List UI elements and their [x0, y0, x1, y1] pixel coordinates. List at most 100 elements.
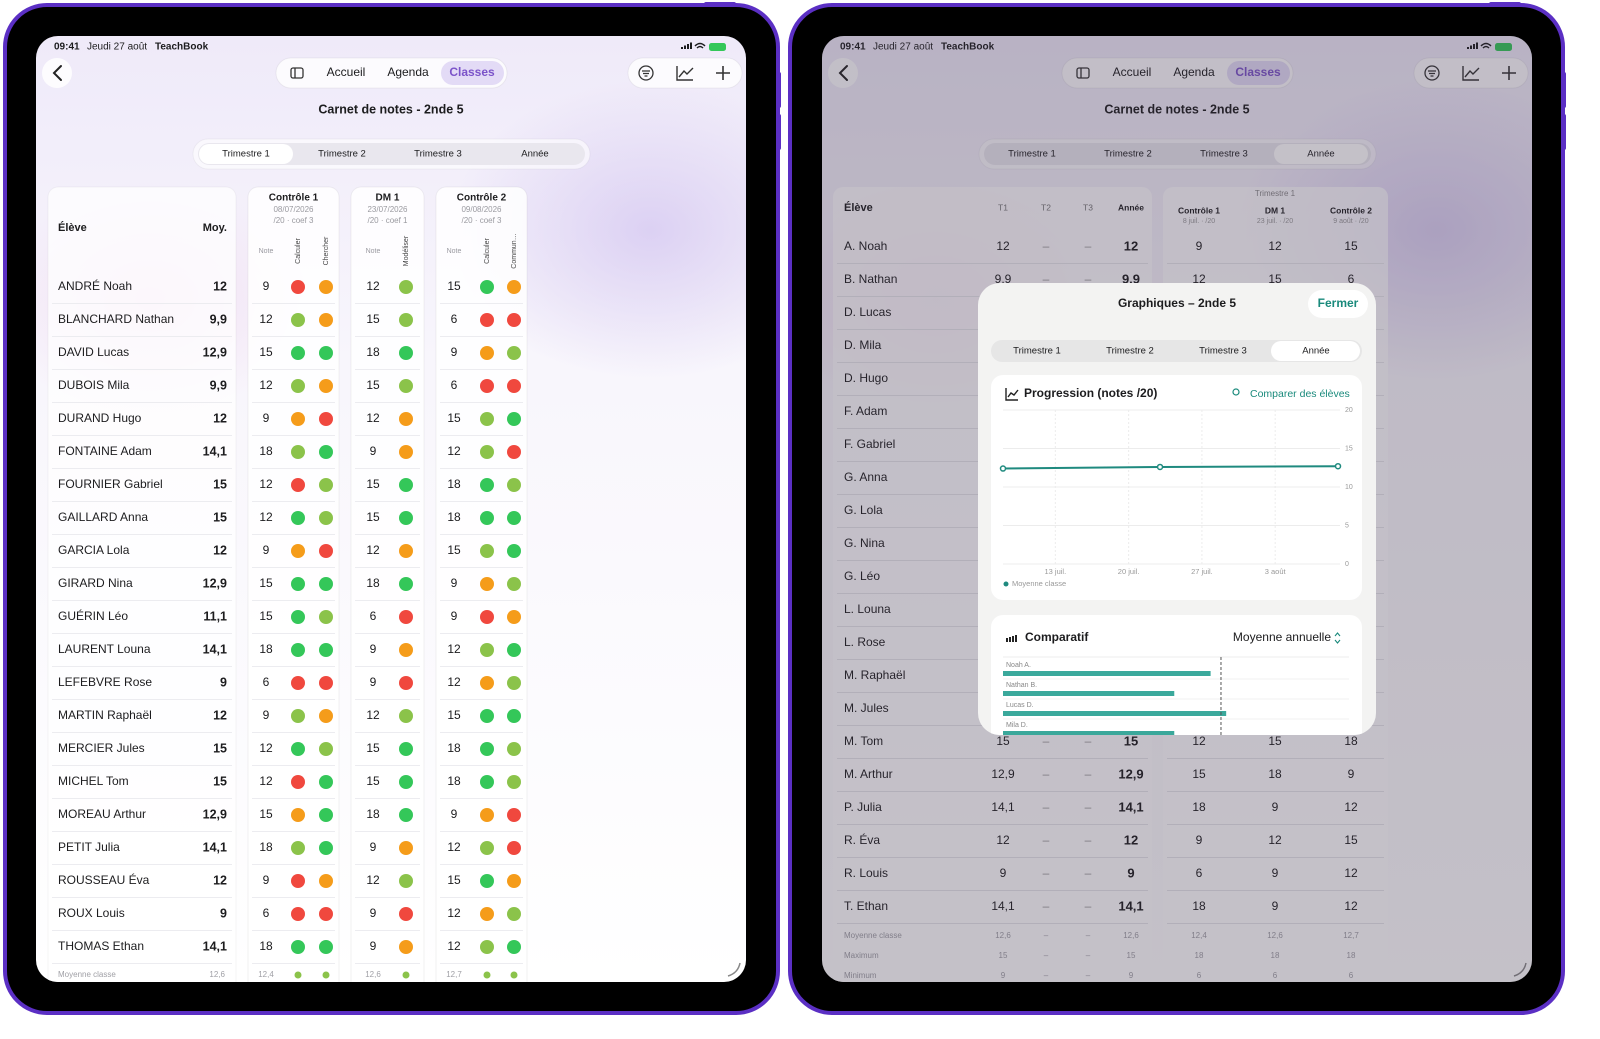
skill-level: [507, 643, 521, 657]
note: 12: [259, 741, 273, 755]
student-name: G. Anna: [844, 470, 888, 484]
charts-button[interactable]: [1462, 66, 1480, 81]
skill-level: [291, 643, 305, 657]
period-tab[interactable]: Année: [1302, 346, 1329, 357]
note: 6: [263, 906, 270, 920]
student-average: 12,9: [203, 807, 227, 821]
nav-item[interactable]: Accueil: [327, 65, 366, 79]
skill-level: [399, 874, 413, 888]
footer-dot: [510, 971, 518, 979]
grade-cell: –: [1043, 866, 1050, 880]
skill-level: [480, 808, 494, 822]
period-tab[interactable]: Trimestre 2: [318, 149, 366, 160]
skill-level: [399, 511, 413, 525]
assessment-name: Contrôle 2: [457, 193, 507, 204]
period-tab[interactable]: Trimestre 1: [1013, 346, 1061, 357]
footer-name: Maximum: [844, 951, 879, 960]
chart-icon: [1009, 637, 1011, 642]
add-button[interactable]: [1502, 66, 1516, 80]
filter-button[interactable]: [638, 65, 654, 81]
note: 12: [366, 873, 380, 887]
skill-level: [319, 445, 333, 459]
note: 18: [259, 939, 273, 953]
assessment-info: /20 · coef 1: [367, 216, 408, 225]
nav-item[interactable]: Classes: [1235, 65, 1281, 79]
student-average: 12: [213, 708, 227, 722]
status-app: TeachBook: [941, 42, 995, 53]
assessment-info: /20 · coef 3: [273, 216, 314, 225]
footer-cell: –: [1044, 971, 1049, 980]
chart-icon: [1005, 388, 1019, 401]
period-selected: [1271, 341, 1360, 361]
grade-cell: –: [1085, 272, 1092, 286]
grade-cell: 9: [1348, 767, 1355, 781]
period-tab[interactable]: Trimestre 1: [1008, 149, 1056, 160]
metric-selector[interactable]: Moyenne annuelle: [1233, 630, 1331, 644]
add-button[interactable]: [716, 66, 730, 80]
student-average: 12: [213, 873, 227, 887]
back-button[interactable]: [828, 58, 858, 88]
grade-cell: –: [1043, 833, 1050, 847]
note: 15: [259, 807, 273, 821]
sidebar-button[interactable]: [1076, 67, 1090, 79]
charts-button[interactable]: [676, 66, 694, 81]
skill-level: [507, 313, 521, 327]
period-tab[interactable]: Trimestre 3: [1199, 346, 1247, 357]
skill-level: [399, 841, 413, 855]
student-name: FONTAINE Adam: [58, 444, 152, 458]
period-tab[interactable]: Année: [1307, 149, 1334, 160]
back-button[interactable]: [42, 58, 72, 88]
nav-item[interactable]: Accueil: [1113, 65, 1152, 79]
student-name: G. Nina: [844, 536, 885, 550]
grade-cell: 9: [1272, 899, 1279, 913]
grade-cell: 12: [1124, 832, 1138, 847]
assessment-panel: [350, 186, 425, 982]
student-header: Élève: [844, 201, 873, 214]
assessment-info: /20 · coef 3: [461, 216, 502, 225]
skill-level: [291, 610, 305, 624]
note: 12: [259, 378, 273, 392]
period-tab[interactable]: Trimestre 2: [1106, 346, 1154, 357]
filter-button[interactable]: [1424, 65, 1440, 81]
sidebar-button[interactable]: [290, 67, 304, 79]
note: 9: [370, 939, 377, 953]
grade-cell: 6: [1348, 272, 1355, 286]
legend-swatch: [1003, 581, 1009, 587]
assessment-info: 8 juil. · /20: [1183, 218, 1215, 225]
student-name: GIRARD Nina: [58, 576, 133, 590]
skill-level: [399, 478, 413, 492]
period-tab[interactable]: Trimestre 1: [222, 149, 270, 160]
compare-button[interactable]: Comparer des élèves: [1250, 388, 1350, 400]
skill-level: [480, 709, 494, 723]
grade-cell: 9: [1196, 833, 1203, 847]
period-tab[interactable]: Trimestre 2: [1104, 149, 1152, 160]
skill-level: [291, 709, 305, 723]
close-button[interactable]: [1308, 290, 1368, 318]
period-header: T3: [1083, 202, 1093, 212]
note: 15: [366, 477, 380, 491]
grade-cell: 14,1: [1118, 898, 1143, 913]
y-tick-label: 15: [1345, 445, 1353, 452]
skill-level: [319, 577, 333, 591]
period-tab[interactable]: Trimestre 3: [414, 149, 462, 160]
nav-item[interactable]: Agenda: [1173, 65, 1215, 79]
grade-cell: –: [1085, 239, 1092, 253]
close-label[interactable]: Fermer: [1318, 296, 1359, 310]
assessment-date: 08/07/2026: [273, 205, 314, 214]
grade-cell: 12: [1124, 238, 1138, 253]
skill-level: [319, 841, 333, 855]
period-tab[interactable]: Trimestre 3: [1200, 149, 1248, 160]
grade-cell: 15: [1268, 272, 1282, 286]
student-name: GARCIA Lola: [58, 543, 130, 557]
period-tab[interactable]: Année: [521, 149, 548, 160]
note: 9: [451, 345, 458, 359]
nav-item[interactable]: Classes: [449, 65, 495, 79]
footer-cell: –: [1044, 951, 1049, 960]
grade-cell: 12: [996, 833, 1010, 847]
status-date: Jeudi 27 août: [873, 42, 933, 53]
skill-level: [399, 775, 413, 789]
nav-item[interactable]: Agenda: [387, 65, 429, 79]
nav-selected: [441, 61, 504, 85]
back-chevron: [838, 65, 848, 81]
skill-level: [291, 379, 305, 393]
